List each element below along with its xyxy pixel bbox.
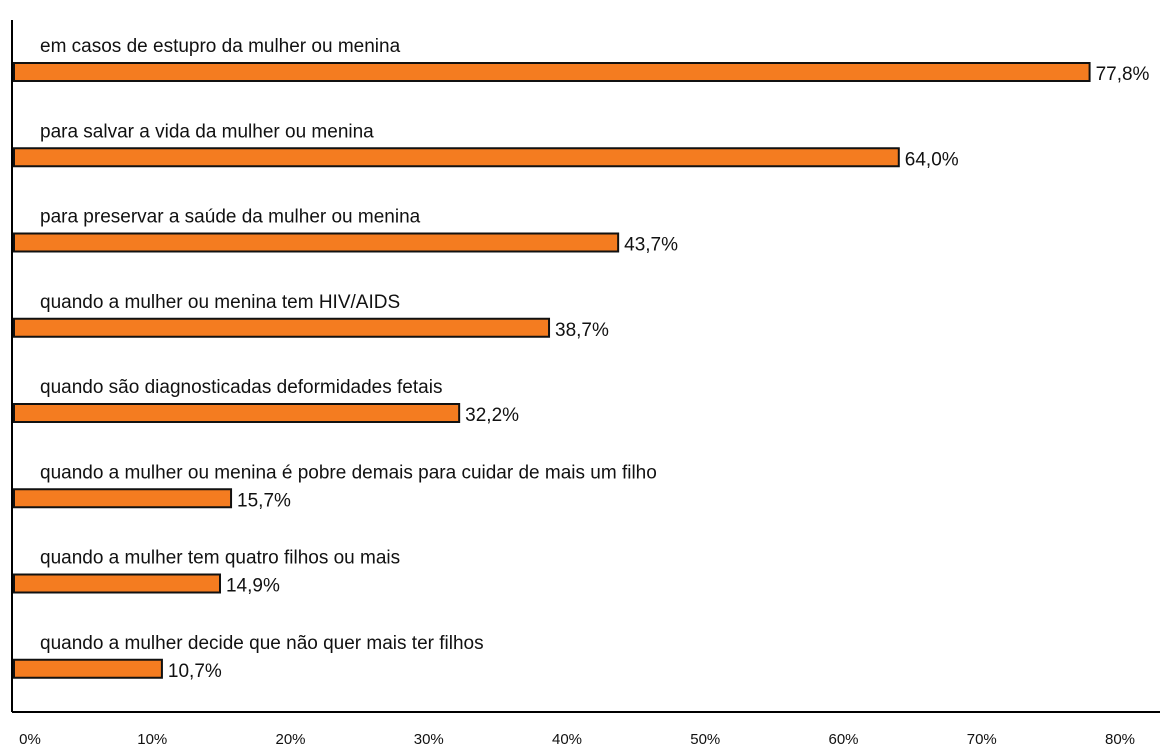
- value-label: 32,2%: [465, 405, 519, 426]
- category-label: quando a mulher ou menina é pobre demais…: [40, 462, 657, 483]
- x-tick-label: 50%: [690, 731, 720, 748]
- value-label: 14,9%: [226, 576, 280, 597]
- bar: [13, 403, 461, 423]
- category-label: para salvar a vida da mulher ou menina: [40, 121, 374, 142]
- x-tick-label: 20%: [275, 731, 305, 748]
- category-label: em casos de estupro da mulher ou menina: [40, 36, 401, 57]
- category-label: quando são diagnosticadas deformidades f…: [40, 377, 442, 398]
- value-label: 43,7%: [624, 235, 678, 256]
- x-tick-label: 0%: [19, 731, 41, 748]
- category-label: para preservar a saúde da mulher ou meni…: [40, 207, 421, 228]
- bar: [13, 488, 233, 509]
- category-label: quando a mulher tem quatro filhos ou mai…: [40, 548, 400, 569]
- x-tick-label: 60%: [828, 731, 858, 748]
- bar: [13, 232, 620, 253]
- value-label: 77,8%: [1096, 64, 1150, 85]
- x-tick-label: 70%: [967, 731, 997, 748]
- value-label: 38,7%: [555, 320, 609, 341]
- bar: [13, 573, 221, 594]
- category-label: quando a mulher decide que não quer mais…: [40, 633, 484, 654]
- value-label: 15,7%: [237, 490, 291, 511]
- value-label: 64,0%: [905, 149, 959, 170]
- value-label: 10,7%: [168, 661, 222, 682]
- x-tick-label: 40%: [552, 731, 582, 748]
- category-label: quando a mulher ou menina tem HIV/AIDS: [40, 292, 400, 313]
- x-tick-label: 30%: [414, 731, 444, 748]
- bar: [13, 62, 1091, 82]
- bar: [13, 317, 551, 338]
- bar: [13, 147, 900, 168]
- bar: [13, 658, 163, 679]
- x-tick-label: 10%: [137, 731, 167, 748]
- x-tick-label: 80%: [1105, 731, 1135, 748]
